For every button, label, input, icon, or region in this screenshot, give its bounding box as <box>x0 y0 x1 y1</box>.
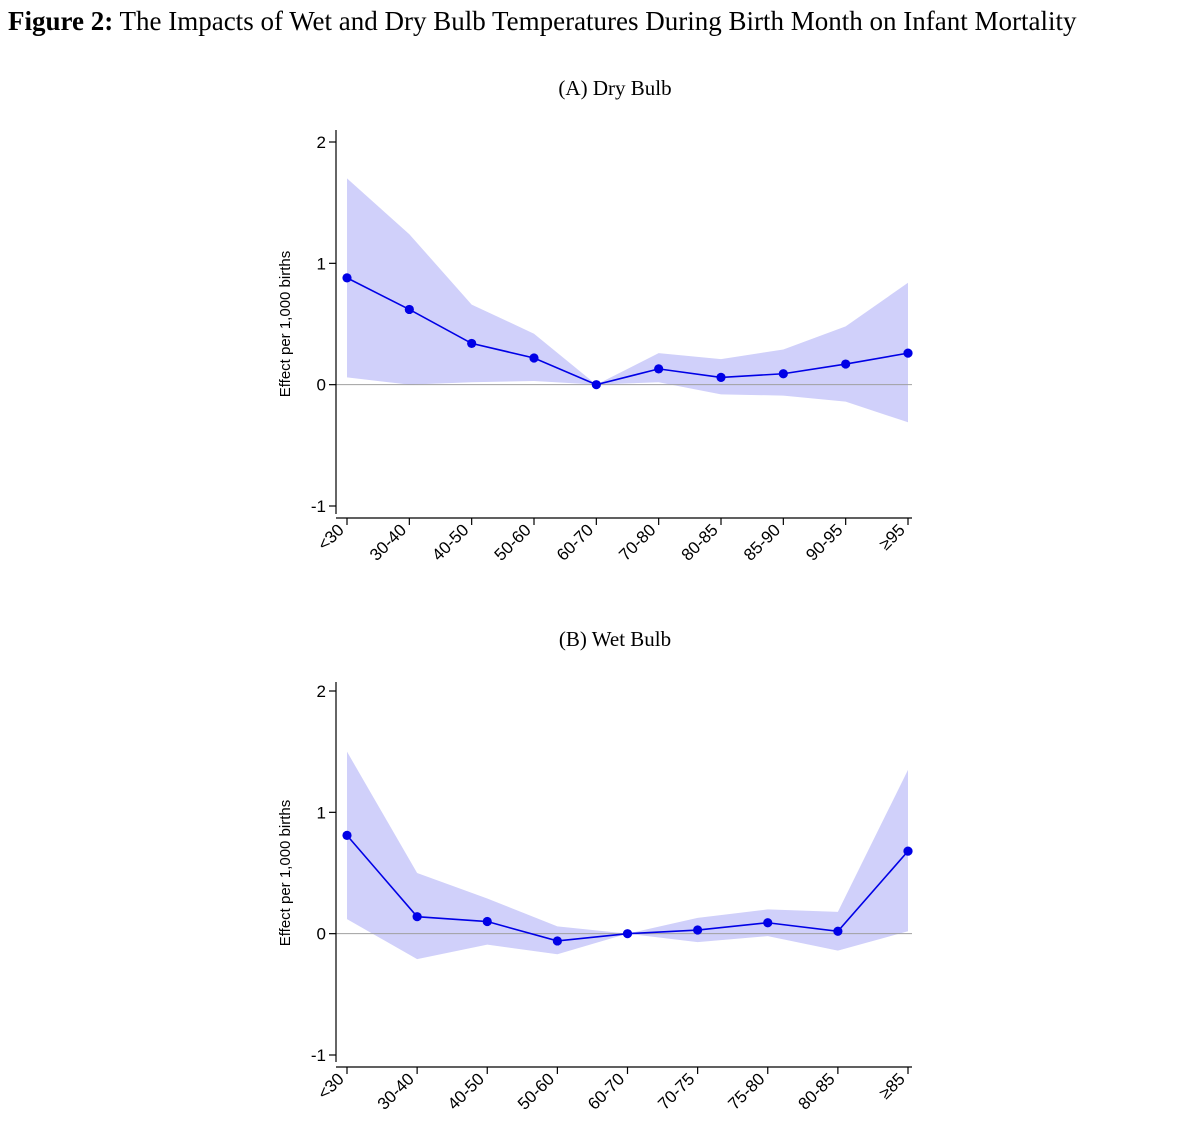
figure-title: Figure 2: The Impacts of Wet and Dry Bul… <box>8 6 1077 37</box>
dry-bulb-data-point <box>591 380 601 390</box>
panel-b-title: (B) Wet Bulb <box>558 627 672 651</box>
wet-bulb-data-point <box>833 926 843 936</box>
dry-bulb-data-point <box>342 273 352 283</box>
wet-bulb-x-tick-label: <30 <box>314 1069 348 1103</box>
dry-bulb-x-tick-label: 40-50 <box>428 520 472 564</box>
wet-bulb-chart: 2 1 0 -1 Effect per 1,000 births <30 30-40 40-5… <box>277 682 913 1114</box>
dry-bulb-x-tick-label: ≥95 <box>875 520 908 553</box>
dry-bulb-y-axis-label: Effect per 1,000 births <box>277 251 294 397</box>
wet-bulb-data-point <box>903 846 913 856</box>
wet-bulb-ci-band <box>347 751 908 960</box>
wet-bulb-y-tick-label: 1 <box>317 803 326 822</box>
dry-bulb-y-tick-label: 2 <box>317 133 326 152</box>
dry-bulb-y-tick-label: -1 <box>311 497 326 516</box>
dry-bulb-data-point <box>529 353 539 363</box>
wet-bulb-y-tick-label: 0 <box>317 925 326 944</box>
wet-bulb-x-tick-label: 75-80 <box>724 1069 768 1113</box>
wet-bulb-x-tick-label: 50-60 <box>514 1069 558 1113</box>
wet-bulb-x-tick-label: ≥85 <box>875 1069 908 1102</box>
dry-bulb-data-point <box>654 364 664 374</box>
dry-bulb-data-point <box>467 338 477 349</box>
dry-bulb-data-point <box>404 304 414 315</box>
dry-bulb-y-tick-label: 0 <box>317 376 326 395</box>
wet-bulb-y-tick-label: 2 <box>317 682 326 701</box>
dry-bulb-data-point <box>841 359 851 369</box>
dry-bulb-x-tick-label: 30-40 <box>366 520 410 564</box>
wet-bulb-data-point <box>482 916 492 927</box>
wet-bulb-x-tick-label: 80-85 <box>795 1069 839 1113</box>
figure-label: Figure 2: <box>8 6 114 36</box>
dry-bulb-data-point <box>903 348 913 358</box>
dry-bulb-x-tick-label: 70-80 <box>615 520 659 564</box>
dry-bulb-x-tick-label: 80-85 <box>678 520 722 564</box>
figure-title-text: The Impacts of Wet and Dry Bulb Temperat… <box>119 6 1077 36</box>
wet-bulb-x-tick-label: 70-75 <box>654 1069 698 1113</box>
dry-bulb-ci-band <box>347 178 908 423</box>
dry-bulb-x-tick-label: <30 <box>314 520 348 554</box>
dry-bulb-estimate-line <box>346 277 909 386</box>
wet-bulb-data-point <box>763 918 773 928</box>
wet-bulb-x-tick-label: 30-40 <box>374 1069 418 1113</box>
dry-bulb-x-tick-label: 50-60 <box>491 520 535 564</box>
wet-bulb-data-point <box>412 912 422 922</box>
wet-bulb-x-tick-label: 40-50 <box>444 1069 488 1113</box>
wet-bulb-y-tick-label: -1 <box>311 1046 326 1065</box>
wet-bulb-data-point <box>693 925 703 935</box>
dry-bulb-chart: 2 1 0 -1 Effect per 1,000 births <30 30-40 40-5… <box>277 130 913 565</box>
wet-bulb-x-tick-label: 60-70 <box>584 1069 628 1113</box>
wet-bulb-data-point <box>552 936 562 946</box>
dry-bulb-data-point <box>716 372 726 382</box>
dry-bulb-data-point <box>778 369 788 379</box>
wet-bulb-data-point <box>342 830 352 840</box>
dry-bulb-x-tick-label: 60-70 <box>553 520 597 564</box>
dry-bulb-x-tick-label: 85-90 <box>740 520 784 564</box>
dry-bulb-x-tick-label: 90-95 <box>802 520 846 564</box>
dry-bulb-y-tick-label: 1 <box>317 254 326 273</box>
wet-bulb-data-point <box>622 929 633 939</box>
panel-a-title: (A) Dry Bulb <box>558 76 672 100</box>
wet-bulb-y-axis-label: Effect per 1,000 births <box>277 800 294 946</box>
